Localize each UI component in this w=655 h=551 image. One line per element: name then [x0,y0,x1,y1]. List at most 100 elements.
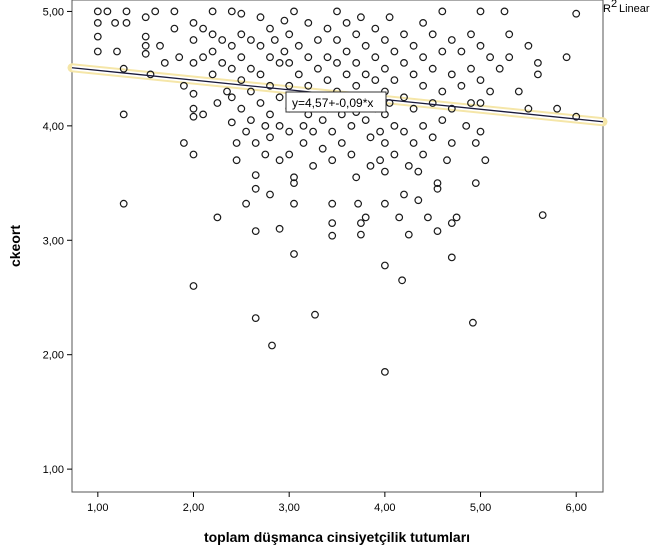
data-point [447,139,456,147]
data-point [170,7,179,16]
data-point [256,70,265,79]
data-point [428,30,437,39]
data-point [266,190,274,199]
y-tick-label: 2,00 [43,350,64,362]
data-point [452,213,461,222]
data-point [304,19,313,27]
data-point [400,30,408,39]
data-point [447,219,456,228]
data-point [294,70,303,79]
data-point [208,7,217,16]
data-point [266,24,274,33]
x-axis-ticks: 1,00 2,00 3,00 4,00 5,00 6,00 [87,492,587,514]
data-point [275,59,284,67]
data-point [242,199,251,208]
data-point [323,24,332,33]
data-point [160,59,169,67]
data-point [572,9,581,18]
data-point [414,167,423,176]
data-point [227,64,236,73]
data-point [447,36,456,44]
data-point [261,121,270,130]
legend-sup: 2 [611,0,617,10]
data-point [433,227,442,236]
data-point [419,150,428,159]
data-point [371,53,380,62]
data-point [376,156,385,165]
data-point [290,7,298,16]
x-tick-label: 2,00 [183,502,204,514]
data-point [304,81,313,90]
data-point [469,318,477,327]
data-point [280,47,289,56]
data-point [342,47,351,56]
plot-frame [71,0,604,493]
data-point [409,41,418,50]
data-point [328,219,337,228]
data-point [290,250,298,258]
data-point [189,19,198,27]
data-point [495,64,504,73]
data-point [342,19,351,27]
data-point [189,150,198,159]
data-point [323,53,332,62]
data-point [156,41,164,50]
data-point [270,36,279,44]
data-point [361,70,370,79]
data-point [467,64,475,73]
data-point [462,121,471,130]
data-point [227,93,236,102]
data-point [223,87,231,96]
equation-label-box: y=4,57+-0,09*x [285,91,387,113]
data-point [438,116,447,124]
data-point [438,87,447,96]
data-point [328,156,337,165]
x-tick-label: 1,00 [87,502,108,514]
data-point [246,87,255,96]
data-point [237,104,246,113]
data-point [122,19,131,27]
data-point [433,184,442,193]
data-point [285,150,294,159]
data-point [447,104,456,113]
data-point [218,36,227,44]
data-point [390,121,399,130]
data-point [390,47,399,56]
data-point [309,161,318,170]
data-point [354,199,363,208]
data-point [419,53,428,62]
x-tick-label: 6,00 [565,502,586,514]
data-point [381,199,389,208]
data-point [381,261,389,270]
data-point [361,41,370,50]
data-point [381,167,389,176]
data-point [237,76,246,84]
data-point [390,76,399,84]
data-point [400,59,408,67]
data-point [290,199,298,208]
data-point [119,110,128,119]
data-point [122,7,131,16]
data-point [141,49,150,58]
data-point [323,76,332,84]
data-point [290,173,298,182]
data-point [268,341,276,350]
data-point [275,93,284,102]
data-point [534,59,542,67]
data-point [366,133,375,142]
data-point [251,184,260,193]
data-point [256,99,265,107]
data-point [189,89,198,98]
data-point [309,127,318,136]
data-point [175,53,184,62]
data-point [433,179,442,188]
data-point [457,47,466,56]
data-point [208,47,217,56]
data-point [572,112,581,121]
data-point [447,253,456,262]
data-point [366,161,375,170]
data-point [333,7,341,16]
data-point [304,53,313,62]
data-point [352,30,361,39]
data-point [285,81,294,90]
